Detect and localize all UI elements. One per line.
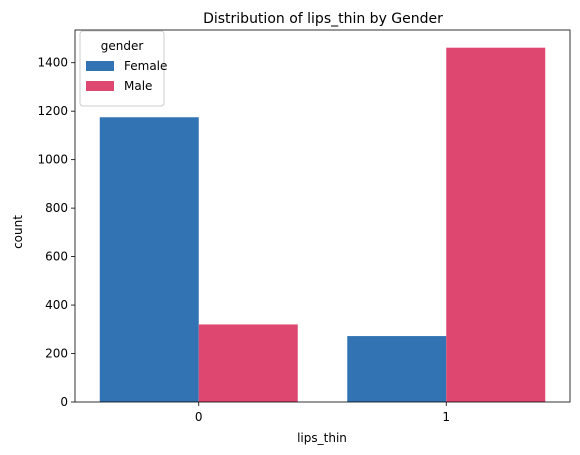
legend-label-male: Male [124,79,152,93]
legend-swatch-male [86,81,114,91]
y-tick-label: 0 [60,395,68,409]
bar-male-1 [446,47,546,403]
bar-female-1 [347,336,447,402]
x-tick-label: 1 [442,410,450,424]
y-tick-label: 400 [45,298,68,312]
bars [99,47,546,403]
legend-swatch-female [86,61,114,71]
y-tick-label: 200 [45,347,68,361]
bar-male-0 [198,324,298,402]
legend-entries: Female Male [86,59,167,93]
bar-female-0 [99,117,199,403]
x-tick-label: 0 [195,410,203,424]
y-tick-label: 1400 [37,56,68,70]
y-tick-label: 1200 [37,104,68,118]
chart-title: Distribution of lips_thin by Gender [203,11,443,27]
y-axis-label: count [11,215,25,249]
legend-label-female: Female [124,59,167,73]
x-axis-label: lips_thin [297,431,347,445]
y-axis: 0 200 400 600 800 1000 1200 1400 [37,56,75,409]
legend: gender Female Male [79,30,167,107]
y-tick-label: 1000 [37,153,68,167]
y-tick-label: 800 [45,201,68,215]
plot-frame [74,29,571,403]
y-tick-label: 600 [45,250,68,264]
legend-title: gender [101,39,144,53]
